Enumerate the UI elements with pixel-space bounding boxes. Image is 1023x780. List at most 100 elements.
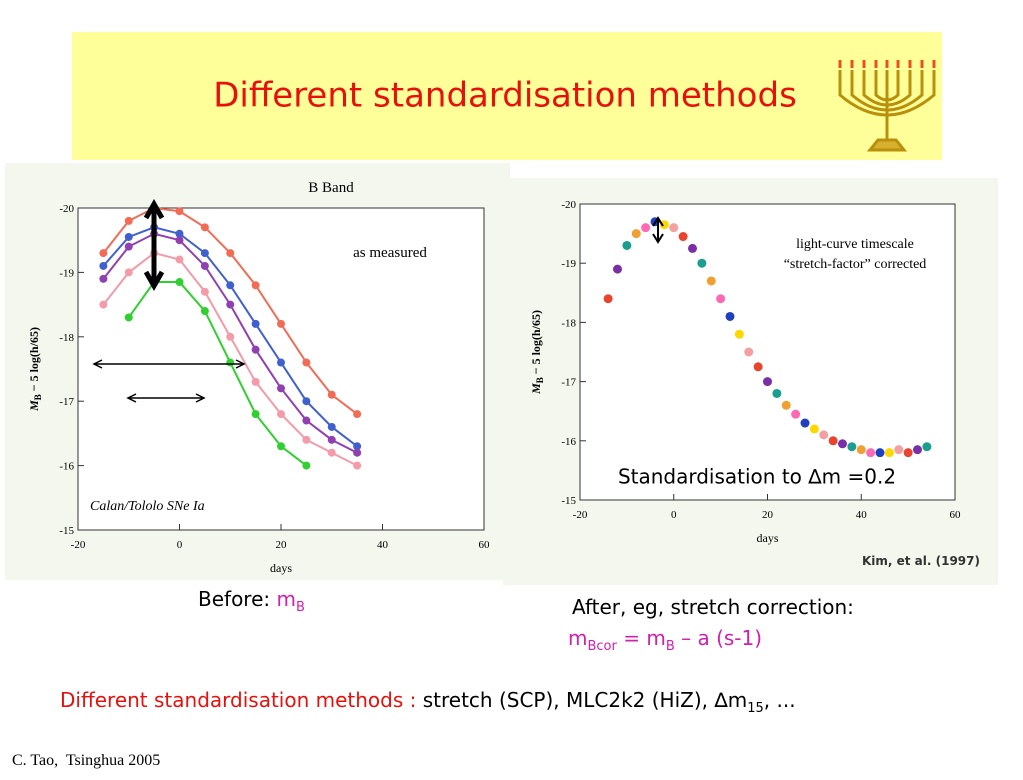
data-point — [302, 435, 311, 444]
overlay-text: Standardisation to ∆m =0.2 — [618, 465, 896, 489]
summary-text: stretch (SCP), MLC2k2 (HiZ), ∆m — [416, 688, 747, 712]
data-point — [838, 439, 847, 449]
left-chart: -20 0 20 40 60 -20 -19 -18 -17 -16 -15 days MB − 5 l… — [27, 180, 490, 575]
arrow — [143, 198, 165, 292]
data-point — [277, 410, 285, 419]
y-tick-label: -18 — [561, 317, 576, 329]
data-point — [200, 249, 209, 258]
data-point — [226, 249, 235, 258]
data-point — [99, 300, 108, 309]
footer: C. Tao, Tsinghua 2005 — [12, 752, 160, 769]
data-point — [763, 377, 772, 387]
x-tick-label: -20 — [573, 509, 588, 521]
formula-sub: B — [666, 639, 675, 654]
data-point — [688, 243, 697, 253]
data-point — [175, 278, 184, 287]
data-point — [800, 418, 810, 428]
summary-sub: 15 — [747, 701, 764, 716]
data-point — [903, 448, 913, 458]
data-point — [894, 445, 904, 455]
data-point — [725, 311, 735, 321]
data-point — [175, 236, 184, 245]
annotation: light-curve timescale — [796, 237, 914, 252]
x-tick-label: -20 — [71, 539, 86, 551]
data-point — [327, 448, 336, 457]
data-point — [828, 436, 838, 446]
data-point — [678, 232, 688, 242]
x-tick-label: 40 — [856, 509, 868, 521]
data-point — [302, 397, 311, 406]
x-axis-label: days — [757, 531, 779, 545]
summary-tail: , ... — [764, 688, 796, 712]
formula-eq: = m — [617, 626, 666, 650]
data-point — [175, 207, 184, 216]
y-label-rest: − 5 log(h/65) — [27, 327, 41, 394]
data-point — [251, 345, 260, 354]
data-point — [753, 362, 763, 372]
data-point — [226, 332, 235, 341]
data-point — [847, 442, 857, 452]
data-point — [200, 223, 209, 232]
data-point — [884, 448, 894, 458]
y-tick-label: -17 — [561, 377, 576, 389]
data-point — [791, 409, 801, 419]
data-point — [302, 416, 311, 425]
plot-frame — [77, 207, 485, 531]
before-caption: Before: mB — [198, 587, 305, 615]
arrow — [652, 216, 664, 244]
data-point — [99, 274, 108, 283]
data-point — [327, 390, 336, 399]
y-axis-label: MB − 5 log(h/65) — [27, 327, 43, 412]
data-point — [200, 287, 209, 296]
menorah-icon — [838, 60, 936, 152]
y-label-rest: − 5 log(h/65) — [529, 310, 543, 377]
x-tick-label: 0 — [671, 509, 677, 521]
formula-m: m — [568, 626, 587, 650]
data-point — [716, 294, 726, 304]
before-symbol: m — [277, 587, 296, 611]
data-point — [175, 229, 184, 238]
data-point — [613, 264, 622, 274]
data-point — [353, 410, 362, 419]
data-point — [856, 445, 866, 455]
data-point — [277, 319, 285, 328]
data-point — [251, 377, 260, 386]
y-axis-label: MB − 5 log(h/65) — [529, 310, 545, 395]
x-tick-label: 0 — [177, 539, 183, 551]
formula-sub: Bcor — [587, 639, 617, 654]
y-tick-label: -18 — [59, 332, 74, 344]
y-label-sub: B — [33, 394, 43, 400]
formula-rest: – a (s-1) — [675, 626, 762, 650]
data-point — [226, 281, 235, 290]
y-tick-label: -16 — [59, 461, 74, 473]
data-point — [353, 448, 362, 457]
chart-title: B Band — [308, 180, 354, 196]
y-label-symbol: M — [529, 383, 543, 395]
data-point — [327, 422, 336, 431]
data-point — [277, 384, 285, 393]
data-point — [781, 400, 791, 410]
spread-arrows — [92, 198, 246, 403]
data-point — [631, 229, 641, 239]
arrow — [92, 359, 246, 403]
data-point — [251, 319, 260, 328]
right-chart: -20 0 20 40 60 -20 -19 -18 -17 -16 -15 days MB − 5 l… — [529, 199, 980, 568]
y-tick-label: -15 — [561, 495, 576, 507]
summary-lead: Different standardisation methods : — [60, 688, 416, 712]
data-point — [124, 232, 133, 241]
data-point — [669, 223, 679, 233]
data-point — [353, 442, 362, 451]
data-point — [302, 358, 311, 367]
data-point — [603, 294, 613, 304]
summary: Different standardisation methods : stre… — [60, 688, 796, 716]
x-tick-label: 60 — [479, 539, 491, 551]
y-tick-label: -20 — [561, 199, 576, 211]
data-point — [124, 313, 133, 322]
data-point — [251, 281, 260, 290]
data-point — [913, 445, 922, 455]
data-point — [226, 300, 235, 309]
annotation: “stretch-factor” corrected — [784, 257, 927, 272]
data-point — [819, 430, 829, 440]
data-point — [809, 424, 819, 434]
y-tick-label: -20 — [59, 203, 74, 215]
